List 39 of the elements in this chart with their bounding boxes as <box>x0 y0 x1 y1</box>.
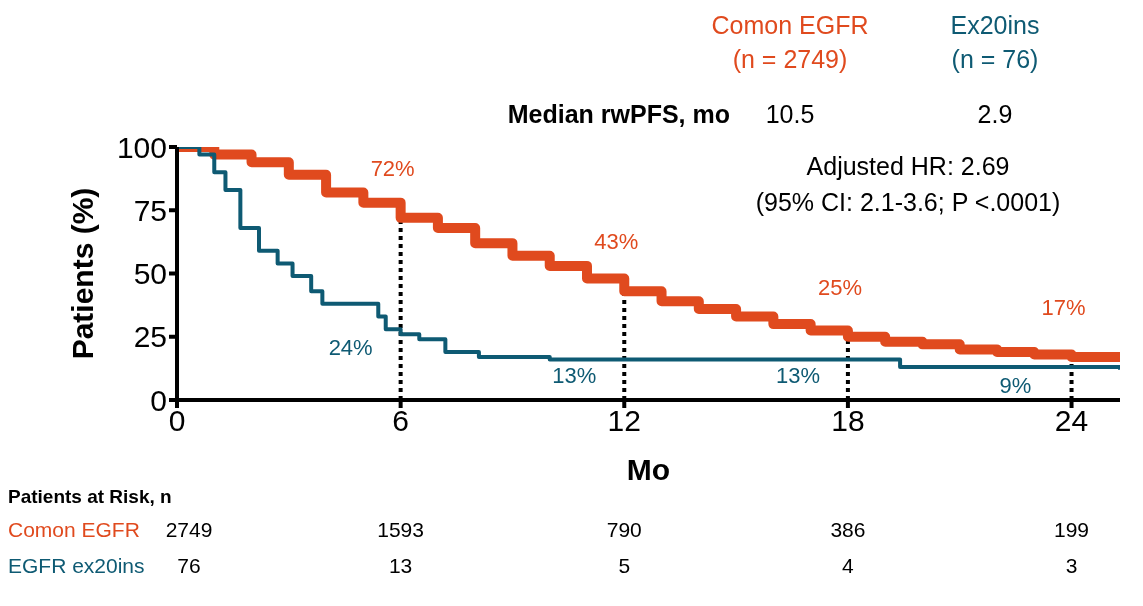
x-tick-label: 24 <box>1054 404 1089 438</box>
annotation: 13% <box>552 363 597 389</box>
text: 2.9 <box>976 100 1014 129</box>
text: 4 <box>841 554 855 578</box>
x-tick-label: 12 <box>607 404 641 438</box>
annotation: 25% <box>817 274 862 300</box>
text: 13 <box>387 554 414 578</box>
text: 3 <box>1064 554 1079 578</box>
x-tick-label: 18 <box>831 404 865 438</box>
text: 2749 <box>164 518 214 542</box>
annotation: Adjusted HR: 2.69 <box>805 151 1011 182</box>
annotation: 43% <box>594 229 639 255</box>
annotation: 24% <box>328 335 373 361</box>
text: 1593 <box>376 518 425 542</box>
y-tick-label: 0 <box>150 383 167 417</box>
annotation: 72% <box>370 155 415 181</box>
text: 76 <box>177 554 201 577</box>
x-tick-label: 6 <box>392 404 409 438</box>
y-tick-label: 75 <box>133 193 167 227</box>
y-tick-label: 50 <box>133 257 167 291</box>
x-axis-title: Mo <box>626 453 671 486</box>
text: Median rwPFS, mo <box>507 100 730 129</box>
annotation: 13% <box>775 363 820 389</box>
text: Patients at Risk, n <box>8 486 172 508</box>
annotation: 17% <box>1041 294 1086 320</box>
annotation: (95% CI: 2.1-3.6; P <.0001) <box>754 187 1062 218</box>
text: Comon EGFR (n = 2749) <box>710 10 870 75</box>
text: Ex20ins (n = 76) <box>949 10 1041 75</box>
y-tick-label: 100 <box>116 130 167 164</box>
text: 5 <box>617 554 632 578</box>
annotation: 9% <box>999 373 1032 399</box>
text: Comon EGFR <box>8 518 140 542</box>
text: 790 <box>605 518 643 542</box>
y-axis-title: Patients (%) <box>65 187 99 360</box>
text: 386 <box>829 518 867 542</box>
y-tick-label: 25 <box>133 320 167 354</box>
text: 199 <box>1053 518 1091 542</box>
text: EGFR ex20ins <box>8 554 145 578</box>
text: 10.5 <box>764 100 816 129</box>
